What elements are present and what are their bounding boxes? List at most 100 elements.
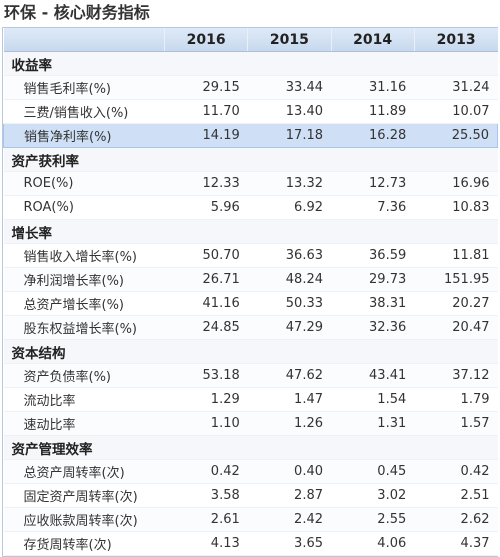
table-body: 收益率 销售毛利率(%) 29.15 33.44 31.16 31.24 三费/销售收入(%…: [3, 51, 499, 556]
table-row[interactable]: 速动比率 1.10 1.26 1.31 1.57: [3, 411, 498, 436]
financial-indicators-table: 2016 2015 2014 2013 收益率 销售毛利率(%) 29.15 33.4…: [3, 28, 499, 556]
cell-value-2015: 48.24: [247, 267, 331, 292]
row-label: 三费/销售收入(%): [3, 99, 165, 124]
cell-value-2015: 3.65: [247, 531, 331, 556]
row-label: 股东权益增长率(%): [3, 315, 165, 340]
table-row[interactable]: 销售收入增长率(%) 50.70 36.63 36.59 11.81: [3, 243, 498, 268]
cell-value-2014: 1.31: [331, 411, 415, 436]
cell-value-2014: 1.54: [331, 387, 415, 412]
cell-value-2013: 2.62: [414, 507, 498, 532]
table-row[interactable]: 资产负债率(%) 53.18 47.62 43.41 37.12: [3, 363, 498, 388]
row-label: 应收账款周转率(次): [3, 507, 165, 532]
cell-value-2013: 1.57: [414, 411, 498, 436]
cell-value-2014: 38.31: [331, 291, 415, 316]
cell-value-2014: 29.73: [331, 267, 415, 292]
row-label: 销售收入增长率(%): [3, 243, 165, 268]
section-header-row: 资产获利率: [3, 147, 498, 172]
cell-value-2013: 151.95: [414, 267, 498, 292]
cell-value-2014: 43.41: [331, 363, 415, 388]
table-row[interactable]: ROE(%) 12.33 13.32 12.73 16.96: [3, 171, 498, 196]
header-year-2016: 2016: [163, 28, 248, 52]
cell-value-2013: 10.07: [414, 99, 498, 124]
table-row[interactable]: 总资产周转率(次) 0.42 0.40 0.45 0.42: [3, 459, 498, 484]
row-label: 净利润增长率(%): [3, 267, 165, 292]
cell-value-2014: 16.28: [331, 123, 415, 148]
cell-value-2014: 31.16: [331, 75, 415, 100]
header-row: 2016 2015 2014 2013: [3, 28, 498, 52]
cell-value-2015: 47.29: [247, 315, 331, 340]
cell-value-2014: 11.89: [331, 99, 415, 124]
cell-value-2016: 29.15: [164, 75, 248, 100]
row-label: 固定资产周转率(次): [3, 483, 165, 508]
table-header: 2016 2015 2014 2013: [3, 28, 498, 52]
cell-value-2016: 14.19: [164, 123, 248, 148]
section-title: 收益率: [3, 51, 498, 76]
cell-value-2015: 50.33: [247, 291, 331, 316]
cell-value-2015: 47.62: [247, 363, 331, 388]
cell-value-2014: 7.36: [331, 195, 415, 220]
table-row[interactable]: 总资产增长率(%) 41.16 50.33 38.31 20.27: [3, 291, 498, 316]
row-label: 销售净利率(%): [3, 123, 165, 148]
cell-value-2015: 2.87: [247, 483, 331, 508]
header-year-2014: 2014: [330, 28, 415, 52]
table-row-selected[interactable]: 销售净利率(%) 14.19 17.18 16.28 25.50: [3, 123, 499, 148]
cell-value-2015: 6.92: [247, 195, 331, 220]
cell-value-2016: 24.85: [164, 315, 248, 340]
cell-value-2013: 0.42: [414, 459, 498, 484]
table-row[interactable]: 三费/销售收入(%) 11.70 13.40 11.89 10.07: [3, 99, 498, 124]
row-label: 销售毛利率(%): [3, 75, 165, 100]
cell-value-2015: 13.32: [247, 171, 331, 196]
section-title: 资本结构: [3, 339, 498, 364]
cell-value-2013: 16.96: [414, 171, 498, 196]
cell-value-2015: 1.47: [247, 387, 331, 412]
cell-value-2014: 4.06: [331, 531, 415, 556]
cell-value-2013: 20.27: [414, 291, 498, 316]
cell-value-2013: 1.79: [414, 387, 498, 412]
row-label: ROE(%): [3, 171, 165, 196]
cell-value-2015: 2.42: [247, 507, 331, 532]
cell-value-2015: 13.40: [247, 99, 331, 124]
table-row[interactable]: ROA(%) 5.96 6.92 7.36 10.83: [3, 195, 498, 220]
header-year-2013: 2013: [413, 28, 498, 52]
cell-value-2016: 11.70: [164, 99, 248, 124]
row-label: 总资产增长率(%): [3, 291, 165, 316]
cell-value-2015: 0.40: [247, 459, 331, 484]
table-row[interactable]: 应收账款周转率(次) 2.61 2.42 2.55 2.62: [3, 507, 498, 532]
row-label: 流动比率: [3, 387, 165, 412]
section-header-row: 资本结构: [3, 339, 498, 364]
cell-value-2014: 36.59: [331, 243, 415, 268]
financial-indicators-table-container: 2016 2015 2014 2013 收益率 销售毛利率(%) 29.15 33.4…: [2, 27, 499, 557]
cell-value-2015: 1.26: [247, 411, 331, 436]
table-row[interactable]: 流动比率 1.29 1.47 1.54 1.79: [3, 387, 498, 412]
cell-value-2016: 3.58: [164, 483, 248, 508]
cell-value-2014: 0.45: [331, 459, 415, 484]
cell-value-2016: 4.13: [164, 531, 248, 556]
header-corner: [3, 28, 165, 52]
section-header-row: 资产管理效率: [3, 435, 498, 460]
cell-value-2013: 4.37: [414, 531, 498, 556]
table-row[interactable]: 存货周转率(次) 4.13 3.65 4.06 4.37: [3, 531, 498, 556]
table-row[interactable]: 销售毛利率(%) 29.15 33.44 31.16 31.24: [3, 75, 498, 100]
cell-value-2013: 31.24: [414, 75, 498, 100]
cell-value-2016: 2.61: [164, 507, 248, 532]
section-header-row: 增长率: [3, 219, 498, 244]
cell-value-2014: 12.73: [331, 171, 415, 196]
cell-value-2014: 32.36: [331, 315, 415, 340]
table-row[interactable]: 固定资产周转率(次) 3.58 2.87 3.02 2.51: [3, 483, 498, 508]
cell-value-2013: 10.83: [414, 195, 498, 220]
cell-value-2013: 25.50: [414, 123, 499, 148]
section-title: 资产管理效率: [3, 435, 498, 460]
table-row[interactable]: 股东权益增长率(%) 24.85 47.29 32.36 20.47: [3, 315, 498, 340]
row-label: 速动比率: [3, 411, 165, 436]
cell-value-2016: 41.16: [164, 291, 248, 316]
row-label: 总资产周转率(次): [3, 459, 165, 484]
header-year-2015: 2015: [247, 28, 331, 52]
cell-value-2014: 3.02: [331, 483, 415, 508]
cell-value-2015: 36.63: [247, 243, 331, 268]
page-title: 环保 - 核心财务指标: [4, 3, 150, 22]
cell-value-2013: 2.51: [414, 483, 498, 508]
row-label: ROA(%): [3, 195, 165, 220]
table-row[interactable]: 净利润增长率(%) 26.71 48.24 29.73 151.95: [3, 267, 498, 292]
cell-value-2013: 11.81: [414, 243, 498, 268]
cell-value-2016: 50.70: [164, 243, 248, 268]
